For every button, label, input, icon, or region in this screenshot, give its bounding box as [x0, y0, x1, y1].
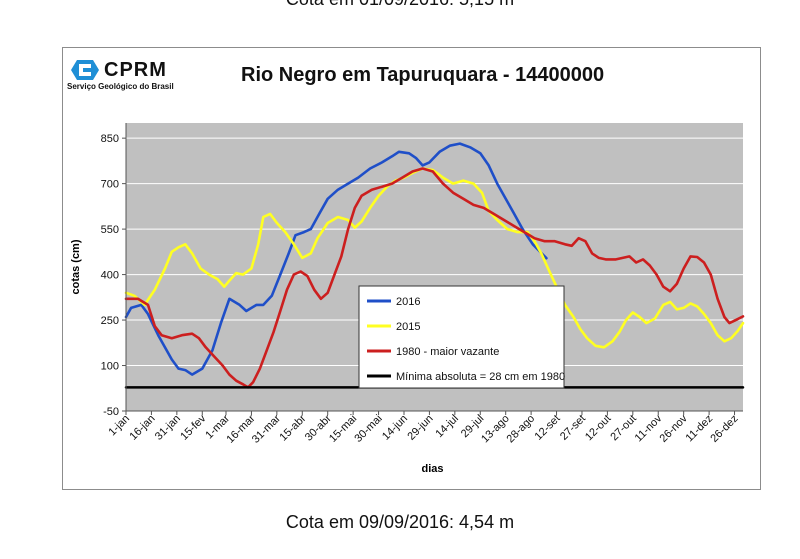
x-tick-label: 15-fev — [178, 412, 208, 442]
x-tick-label: 30-mai — [352, 413, 384, 445]
legend-label: Mínima absoluta = 28 cm em 1980 — [396, 371, 565, 383]
x-tick-label: 12-out — [583, 413, 614, 444]
legend-label: 2015 — [396, 321, 420, 333]
y-axis: -50 100 250 400 550 700 850 — [101, 123, 127, 418]
x-tick-label: 15-abr — [277, 412, 308, 443]
cprm-logo: CPRM Serviço Geológico do Brasil — [67, 56, 207, 92]
x-tick-label: 14-jun — [380, 413, 410, 443]
series-line-1 — [124, 142, 548, 376]
x-tick-label: 16-jan — [127, 413, 157, 443]
x-tick-label: 27-set — [558, 413, 588, 443]
series-line-3 — [124, 167, 745, 389]
line-chart: -50 100 250 400 550 700 850 1-jan16-jan31-jan1… — [70, 123, 745, 475]
x-tick-label: 31-mar — [250, 412, 283, 445]
x-tick-label: 28-ago — [505, 413, 538, 446]
chart-title: Rio Negro em Tapuruquara - 14400000 — [241, 64, 605, 86]
logo-wordmark: CPRM — [104, 59, 167, 81]
x-tick-label: 12-set — [533, 413, 563, 443]
x-tick-label: 26-dez — [708, 413, 740, 445]
x-axis-label: dias — [421, 463, 443, 475]
x-tick-label: 31-jan — [153, 413, 183, 443]
x-tick-label: 14-jul — [433, 413, 461, 441]
x-tick-label: 15-mai — [327, 413, 359, 445]
y-tick-label: 850 — [101, 133, 119, 145]
y-tick-label: 100 — [101, 361, 119, 373]
top-caption: Cota em 01/09/2016: 5,15 m — [0, 0, 800, 10]
series-line-2 — [124, 167, 745, 349]
y-tick-label: 700 — [101, 179, 119, 191]
cprm-logo-icon — [71, 60, 99, 80]
legend: 2016 2015 1980 - maior vazante Mínima absol… — [358, 285, 565, 389]
chart-figure: CPRM Serviço Geológico do Brasil Rio Neg… — [62, 47, 761, 490]
logo-subtitle: Serviço Geológico do Brasil — [67, 82, 174, 91]
legend-label: 2016 — [396, 296, 420, 308]
legend-box — [358, 285, 565, 389]
y-tick-label: 550 — [101, 224, 119, 236]
y-axis-label: cotas (cm) — [70, 239, 82, 294]
bottom-caption: Cota em 09/09/2016: 4,54 m — [285, 512, 515, 532]
x-axis: 1-jan16-jan31-jan15-fev1-mar16-mar31-mar… — [106, 410, 743, 446]
x-tick-label: 29-jun — [405, 413, 435, 443]
y-tick-label: -50 — [103, 406, 119, 418]
y-tick-label: 250 — [101, 315, 119, 327]
y-tick-label: 400 — [101, 270, 119, 282]
legend-label: 1980 - maior vazante — [396, 346, 499, 358]
x-tick-label: 26-nov — [658, 412, 691, 445]
